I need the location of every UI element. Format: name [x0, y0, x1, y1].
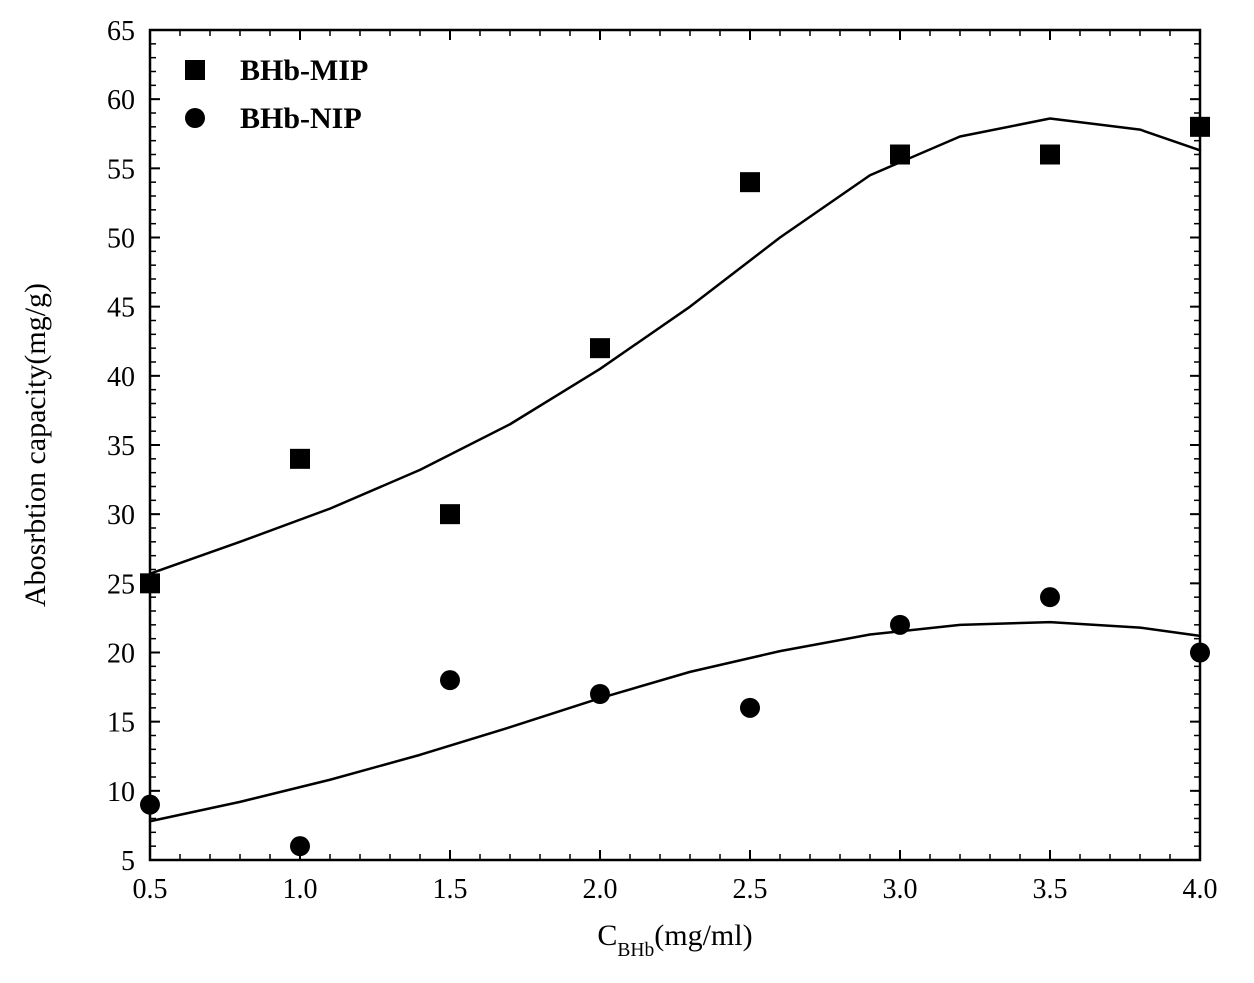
x-tick-label: 2.0 — [583, 874, 618, 905]
x-tick-label: 3.0 — [883, 874, 918, 905]
x-tick-label: 4.0 — [1183, 874, 1218, 905]
marker-square — [140, 573, 160, 593]
marker-square — [890, 145, 910, 165]
legend-label: BHb-MIP — [240, 54, 368, 87]
marker-square — [1040, 145, 1060, 165]
y-tick-label: 40 — [107, 362, 135, 393]
chart-svg: 0.5 1.0 1.5 2.0 2.5 3.0 3.5 4.0 5 10 15 20 25 30 35 40 4… — [0, 0, 1254, 983]
marker-circle — [185, 108, 205, 128]
marker-circle — [590, 684, 610, 704]
y-tick-label: 5 — [121, 846, 135, 877]
y-tick-label: 45 — [107, 293, 135, 324]
marker-square — [440, 504, 460, 524]
x-tick-label: 2.5 — [733, 874, 768, 905]
chart-container: 0.5 1.0 1.5 2.0 2.5 3.0 3.5 4.0 5 10 15 20 25 30 35 40 4… — [0, 0, 1254, 983]
marker-circle — [1040, 587, 1060, 607]
x-tick-label: 3.5 — [1033, 874, 1068, 905]
legend-label: BHb-NIP — [240, 102, 362, 135]
y-tick-label: 50 — [107, 224, 135, 255]
marker-circle — [440, 670, 460, 690]
y-axis-label: Abosrbtion capacity(mg/g) — [19, 283, 52, 607]
marker-circle — [290, 836, 310, 856]
y-tick-label: 20 — [107, 639, 135, 670]
marker-square — [590, 338, 610, 358]
y-tick-label: 55 — [107, 154, 135, 185]
y-tick-label: 60 — [107, 85, 135, 116]
y-tick-label: 25 — [107, 569, 135, 600]
x-tick-label: 1.0 — [283, 874, 318, 905]
x-tick-label: 0.5 — [133, 874, 168, 905]
marker-circle — [1190, 643, 1210, 663]
marker-square — [185, 60, 205, 80]
y-tick-label: 35 — [107, 431, 135, 462]
marker-square — [740, 172, 760, 192]
marker-square — [1190, 117, 1210, 137]
marker-circle — [890, 615, 910, 635]
x-tick-label: 1.5 — [433, 874, 468, 905]
y-tick-label: 30 — [107, 500, 135, 531]
y-tick-label: 65 — [107, 16, 135, 47]
marker-circle — [140, 795, 160, 815]
marker-square — [290, 449, 310, 469]
marker-circle — [740, 698, 760, 718]
y-tick-label: 15 — [107, 708, 135, 739]
y-tick-label: 10 — [107, 777, 135, 808]
